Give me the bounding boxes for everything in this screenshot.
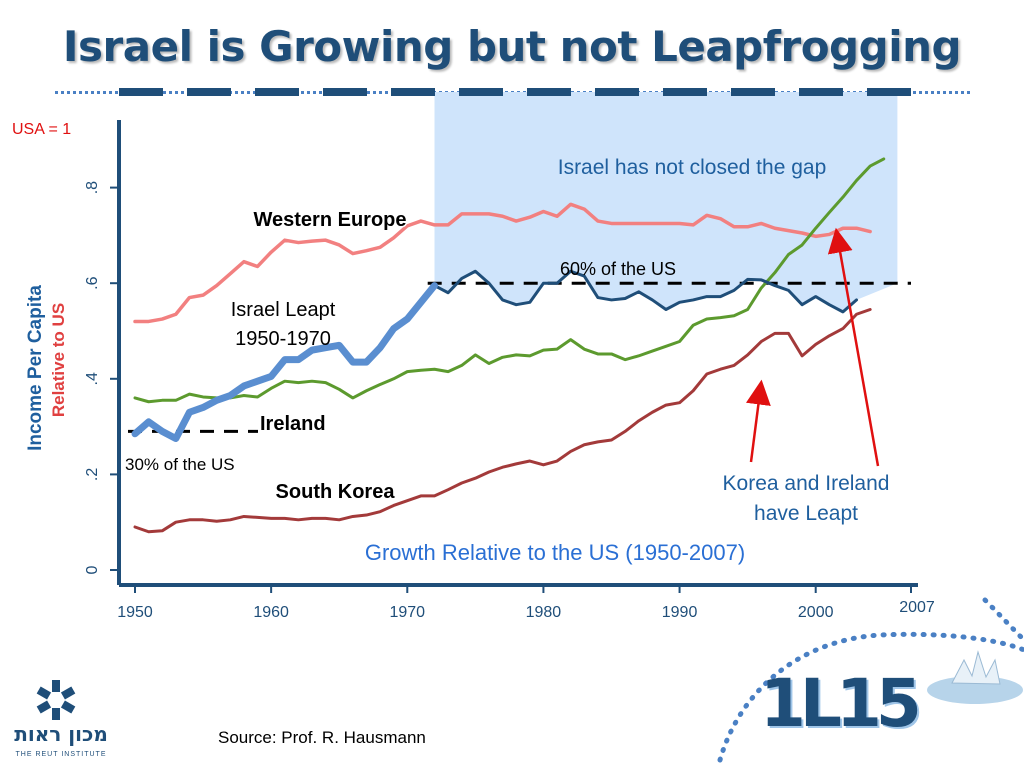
chart-title: Growth Relative to the US (1950-2007) (365, 540, 745, 565)
slide-title: Israel is Growing but not Leapfrogging (62, 22, 962, 71)
israel-leapt-years-label: 1950-1970 (235, 328, 331, 350)
x-tick-label: 1970 (389, 604, 425, 621)
gap-annotation: Israel has not closed the gap (558, 156, 827, 179)
brand-logo: 1L15 (760, 665, 922, 742)
ireland-label: Ireland (260, 413, 326, 435)
x-tick-label: 1990 (662, 604, 698, 621)
korea-arrow (746, 379, 771, 463)
y-tick-label: .2 (84, 468, 101, 481)
y-tick-label: .4 (84, 372, 101, 385)
x-tick-label: 1960 (253, 604, 289, 621)
y-axis-label: Income Per Capita (25, 285, 46, 451)
reut-logo-hebrew: מכון ראות (14, 722, 108, 746)
pct60-label: 60% of the US (560, 259, 676, 279)
reut-logo-icon (36, 680, 76, 720)
western-europe-series-line (133, 202, 872, 324)
x-tick-label: 2000 (798, 604, 834, 621)
korea-ireland-label-line2: have Leapt (754, 502, 858, 525)
x-tick-label: 1980 (526, 604, 562, 621)
y-axis-sublabel: Relative to US (49, 303, 68, 417)
y-tick-label: 0 (84, 565, 101, 574)
korea-ireland-label-line1: Korea and Ireland (723, 472, 890, 495)
south-korea-label: South Korea (276, 481, 396, 503)
y-tick-label: .8 (84, 181, 101, 194)
x-tick-label: 1950 (117, 604, 153, 621)
western-europe-label: Western Europe (254, 209, 407, 231)
gap-region (434, 92, 898, 312)
israel-leap-series-line (131, 282, 439, 443)
pct30-label: 30% of the US (125, 455, 235, 474)
usa-label: USA = 1 (12, 121, 71, 138)
ireland-arrow (827, 227, 880, 467)
south-korea-series-line (133, 307, 872, 534)
israel-series-line (433, 269, 859, 314)
reut-logo-english: THE REUT INSTITUTE (15, 751, 107, 758)
source-note: Source: Prof. R. Hausmann (218, 728, 426, 747)
ireland-series-line (133, 157, 886, 404)
israel-leapt-label: Israel Leapt (231, 299, 336, 321)
y-tick-label: .6 (84, 276, 101, 289)
x-tick-label: 2007 (899, 599, 935, 616)
